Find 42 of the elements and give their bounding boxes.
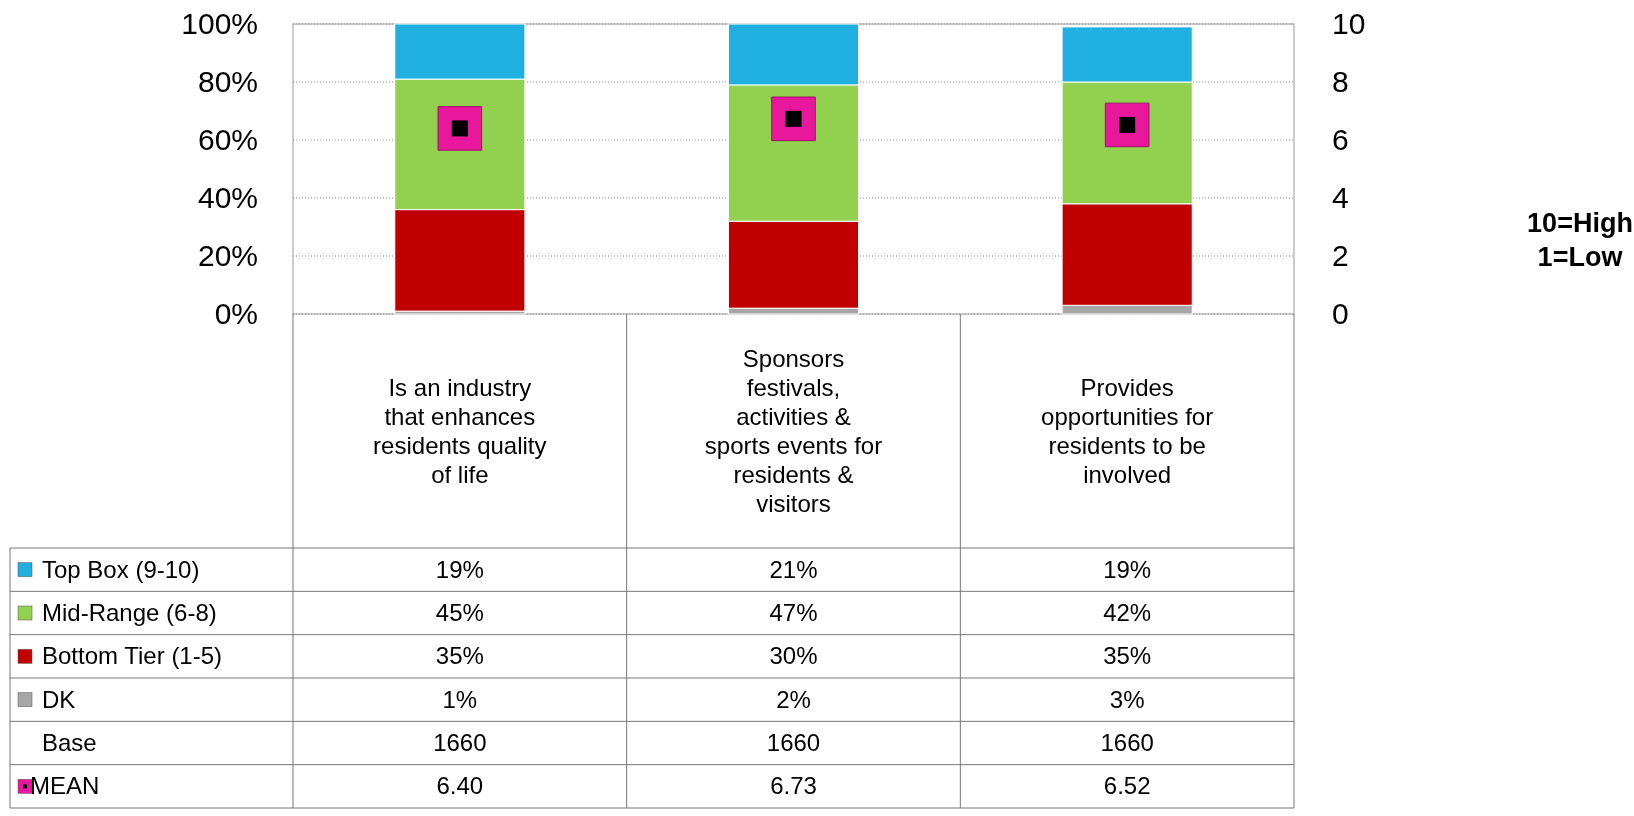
y2-tick-label: 4 <box>1332 181 1349 215</box>
legend-label: Mid-Range (6-8) <box>42 599 217 626</box>
data-label: 2% <box>776 685 811 713</box>
text: 1=Low <box>1537 242 1624 272</box>
data-label: 47% <box>769 599 818 626</box>
data-label: 19% <box>1103 555 1152 583</box>
text: 10=High <box>1527 208 1633 238</box>
y-tick-label: 40% <box>197 181 258 215</box>
y2-tick-label: 10 <box>1332 7 1366 41</box>
y-tick-label: 60% <box>197 123 258 157</box>
legend-label: DK <box>42 685 76 713</box>
data-label: 19% <box>435 555 484 583</box>
y-tick-label: 0% <box>214 297 258 331</box>
data-label: 6.40 <box>436 772 484 800</box>
text: Base <box>42 729 97 756</box>
data-label: 30% <box>769 642 818 670</box>
x-tick-label: Is an industry that enhances residents quality of life <box>373 373 547 488</box>
y2-tick-label: 0 <box>1332 297 1349 331</box>
data-label: 45% <box>435 599 484 626</box>
legend-label: Bottom Tier (1-5) <box>42 642 223 670</box>
y-tick-label: 100% <box>181 7 258 41</box>
x-tick-label: Provides opportunities for residents to be involved <box>1041 373 1214 488</box>
x-tick-label: Sponsors festivals, activities & sports events for residents & visitors <box>704 344 883 517</box>
point <box>771 96 816 142</box>
data-label: 35% <box>1103 642 1152 670</box>
y-tick-label: 80% <box>197 65 258 99</box>
text: 1660 <box>766 729 821 756</box>
data-label: 42% <box>1103 599 1152 626</box>
y2-tick-label: 8 <box>1332 65 1349 99</box>
data-label: 35% <box>435 642 484 670</box>
text: 1660 <box>433 729 487 756</box>
data-label: 6.52 <box>1103 772 1151 800</box>
data-label: 21% <box>769 555 818 583</box>
legend-label: Top Box (9-10) <box>42 555 200 583</box>
text: 1660 <box>1100 729 1154 756</box>
y2-tick-label: 6 <box>1332 123 1349 157</box>
y-tick-label: 20% <box>197 239 258 273</box>
data-label: 1% <box>442 685 478 713</box>
data-label: 3% <box>1109 685 1145 713</box>
data-label: 6.73 <box>770 772 817 800</box>
legend-label: MEAN <box>30 772 100 800</box>
y2-tick-label: 2 <box>1332 239 1349 273</box>
